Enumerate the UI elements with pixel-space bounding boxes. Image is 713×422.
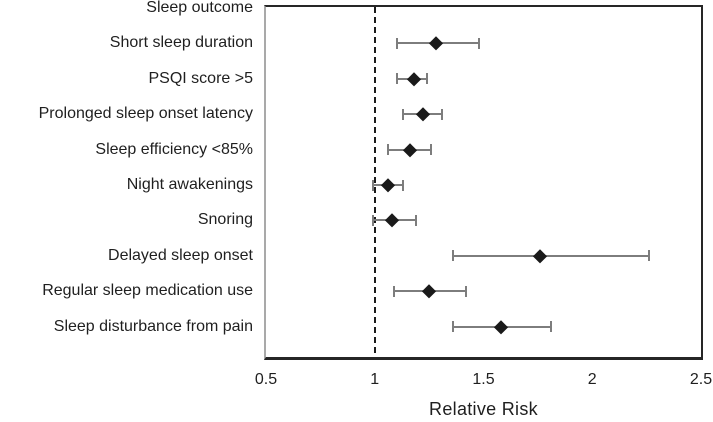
category-label: Sleep disturbance from pain — [53, 317, 253, 335]
x-tick-label: 1 — [370, 371, 380, 388]
diamond-marker — [428, 36, 443, 51]
diamond-marker — [402, 142, 417, 157]
diamond-marker — [407, 72, 421, 86]
category-label: Snoring — [197, 211, 253, 229]
plot-area — [264, 5, 703, 360]
category-label: Prolonged sleep onset latency — [38, 105, 253, 123]
category-label: Regular sleep medication use — [42, 282, 253, 300]
category-label: Delayed sleep onset — [108, 246, 253, 264]
x-tick-label: 1.5 — [472, 371, 495, 388]
diamond-marker — [385, 213, 399, 228]
x-tick-label: 0.5 — [254, 371, 278, 388]
diamond-marker — [422, 284, 436, 298]
x-tick-label: 2.5 — [689, 371, 713, 388]
category-label: Night awakenings — [126, 176, 253, 193]
category-label: Short sleep duration — [109, 34, 253, 52]
diamond-marker — [494, 319, 508, 334]
diamond-marker — [415, 107, 430, 121]
diamond-marker — [381, 178, 395, 192]
category-label: Sleep efficiency <85% — [95, 140, 253, 158]
reference-line — [373, 7, 376, 357]
x-axis-title: Relative Risk — [429, 399, 538, 419]
x-tick-label: 2 — [587, 371, 597, 388]
error-bar — [452, 250, 650, 262]
diamond-marker — [533, 249, 547, 263]
category-axis-header: Sleep outcome — [146, 0, 253, 16]
category-label: PSQI score >5 — [148, 69, 254, 87]
